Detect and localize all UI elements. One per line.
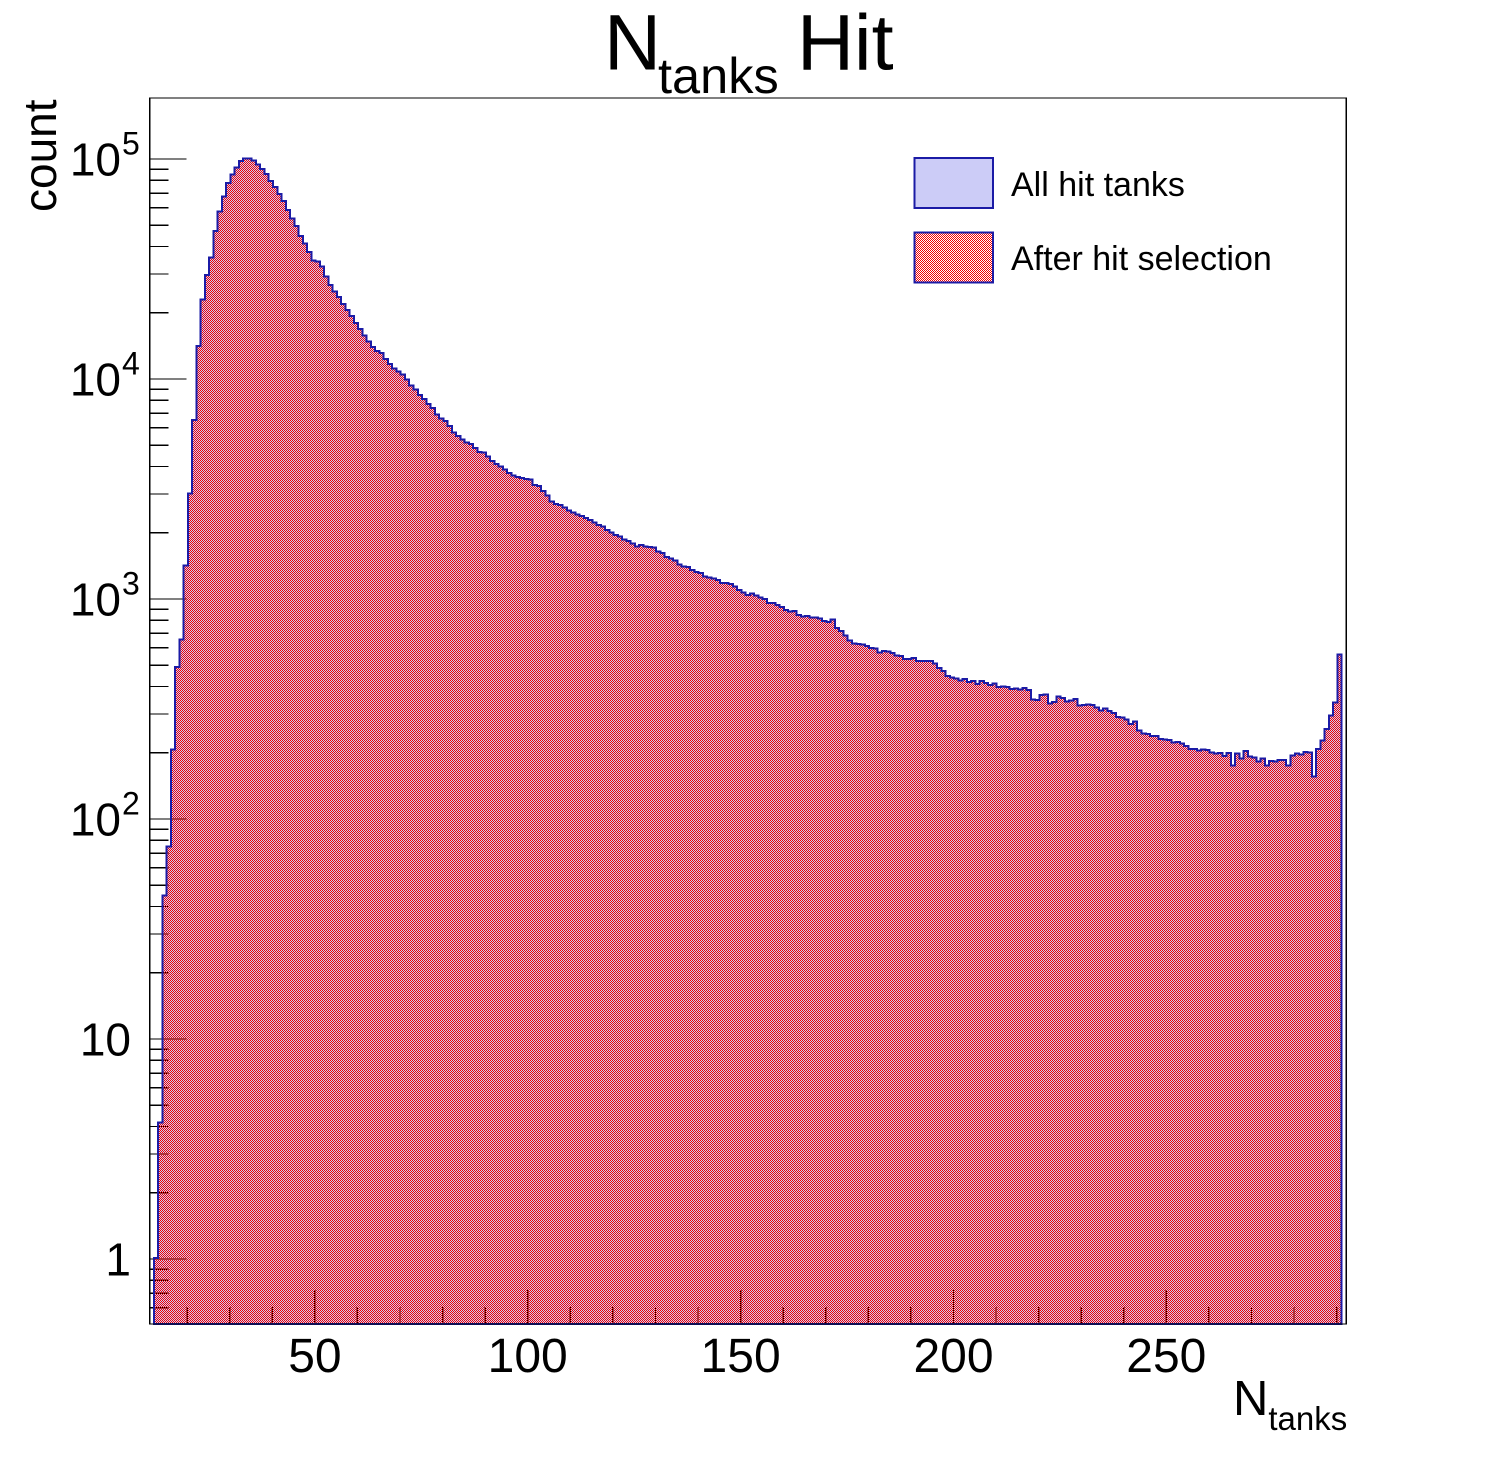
svg-text:tanks: tanks (658, 47, 779, 104)
svg-text:5: 5 (122, 126, 140, 162)
svg-text:150: 150 (701, 1330, 781, 1383)
svg-text:50: 50 (288, 1330, 341, 1383)
svg-text:1: 1 (105, 1234, 131, 1286)
svg-text:N: N (604, 0, 661, 87)
svg-text:100: 100 (488, 1330, 568, 1383)
svg-text:3: 3 (122, 566, 140, 602)
svg-text:All hit tanks: All hit tanks (1011, 166, 1185, 204)
svg-text:Hit: Hit (797, 0, 894, 87)
svg-text:2: 2 (122, 786, 140, 822)
svg-text:4: 4 (122, 346, 140, 382)
svg-text:10: 10 (70, 354, 121, 406)
svg-text:After hit selection: After hit selection (1011, 240, 1272, 278)
svg-text:count: count (14, 99, 66, 212)
svg-text:10: 10 (70, 574, 121, 626)
svg-text:200: 200 (913, 1330, 993, 1383)
svg-text:250: 250 (1126, 1330, 1206, 1383)
svg-text:10: 10 (70, 794, 121, 846)
svg-text:10: 10 (70, 134, 121, 186)
svg-text:10: 10 (80, 1014, 131, 1066)
